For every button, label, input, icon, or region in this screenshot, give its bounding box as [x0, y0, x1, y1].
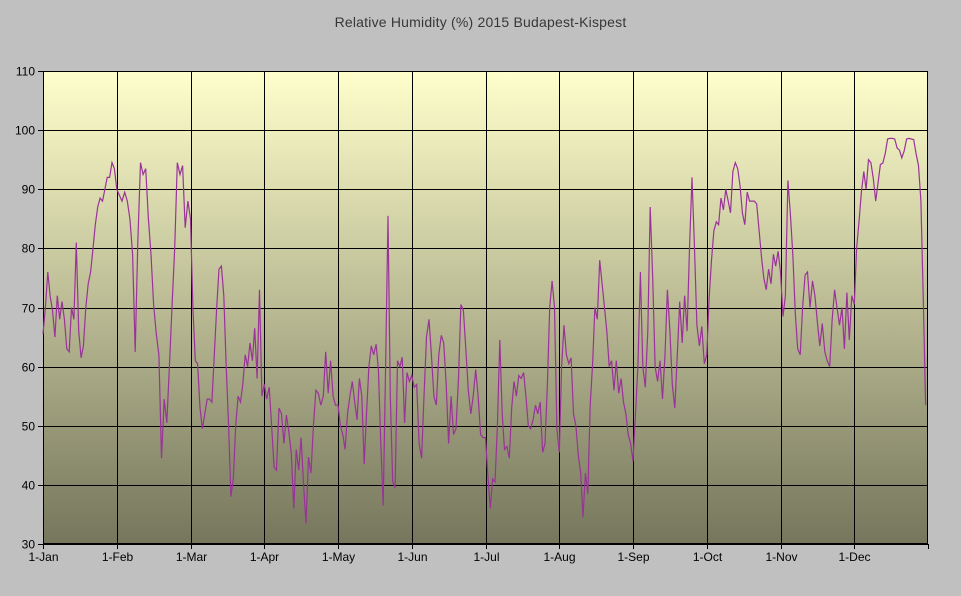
y-tick-label: 110 [16, 65, 35, 79]
y-tick-label: 80 [22, 242, 36, 256]
y-tick-label: 40 [22, 479, 36, 493]
x-tick-label: 1-Mar [176, 550, 207, 564]
humidity-line [42, 137, 927, 524]
x-tick-label: 1-Jan [28, 550, 58, 564]
x-tick-label: 1-May [322, 550, 355, 564]
plot-border [43, 71, 928, 544]
x-tick-label: 1-Dec [838, 550, 870, 564]
x-tick-label: 1-Jul [473, 550, 499, 564]
x-tick-label: 1-Jun [397, 550, 427, 564]
x-tick-label: 1-Aug [543, 550, 575, 564]
x-tick-label: 1-Oct [693, 550, 723, 564]
x-tick-label: 1-Sep [617, 550, 649, 564]
x-tick-label: 1-Apr [250, 550, 279, 564]
y-tick-label: 50 [22, 420, 36, 434]
y-tick-label: 100 [15, 124, 35, 138]
plot-area [43, 71, 928, 544]
y-tick-label: 90 [22, 183, 36, 197]
y-tick-label: 70 [22, 302, 36, 316]
x-tick-label: 1-Feb [102, 550, 134, 564]
y-tick-label: 60 [22, 361, 36, 375]
x-tick-label: 1-Nov [765, 550, 797, 564]
chart-title: Relative Humidity (%) 2015 Budapest-Kisp… [334, 14, 627, 30]
y-tick-label: 30 [22, 538, 36, 552]
